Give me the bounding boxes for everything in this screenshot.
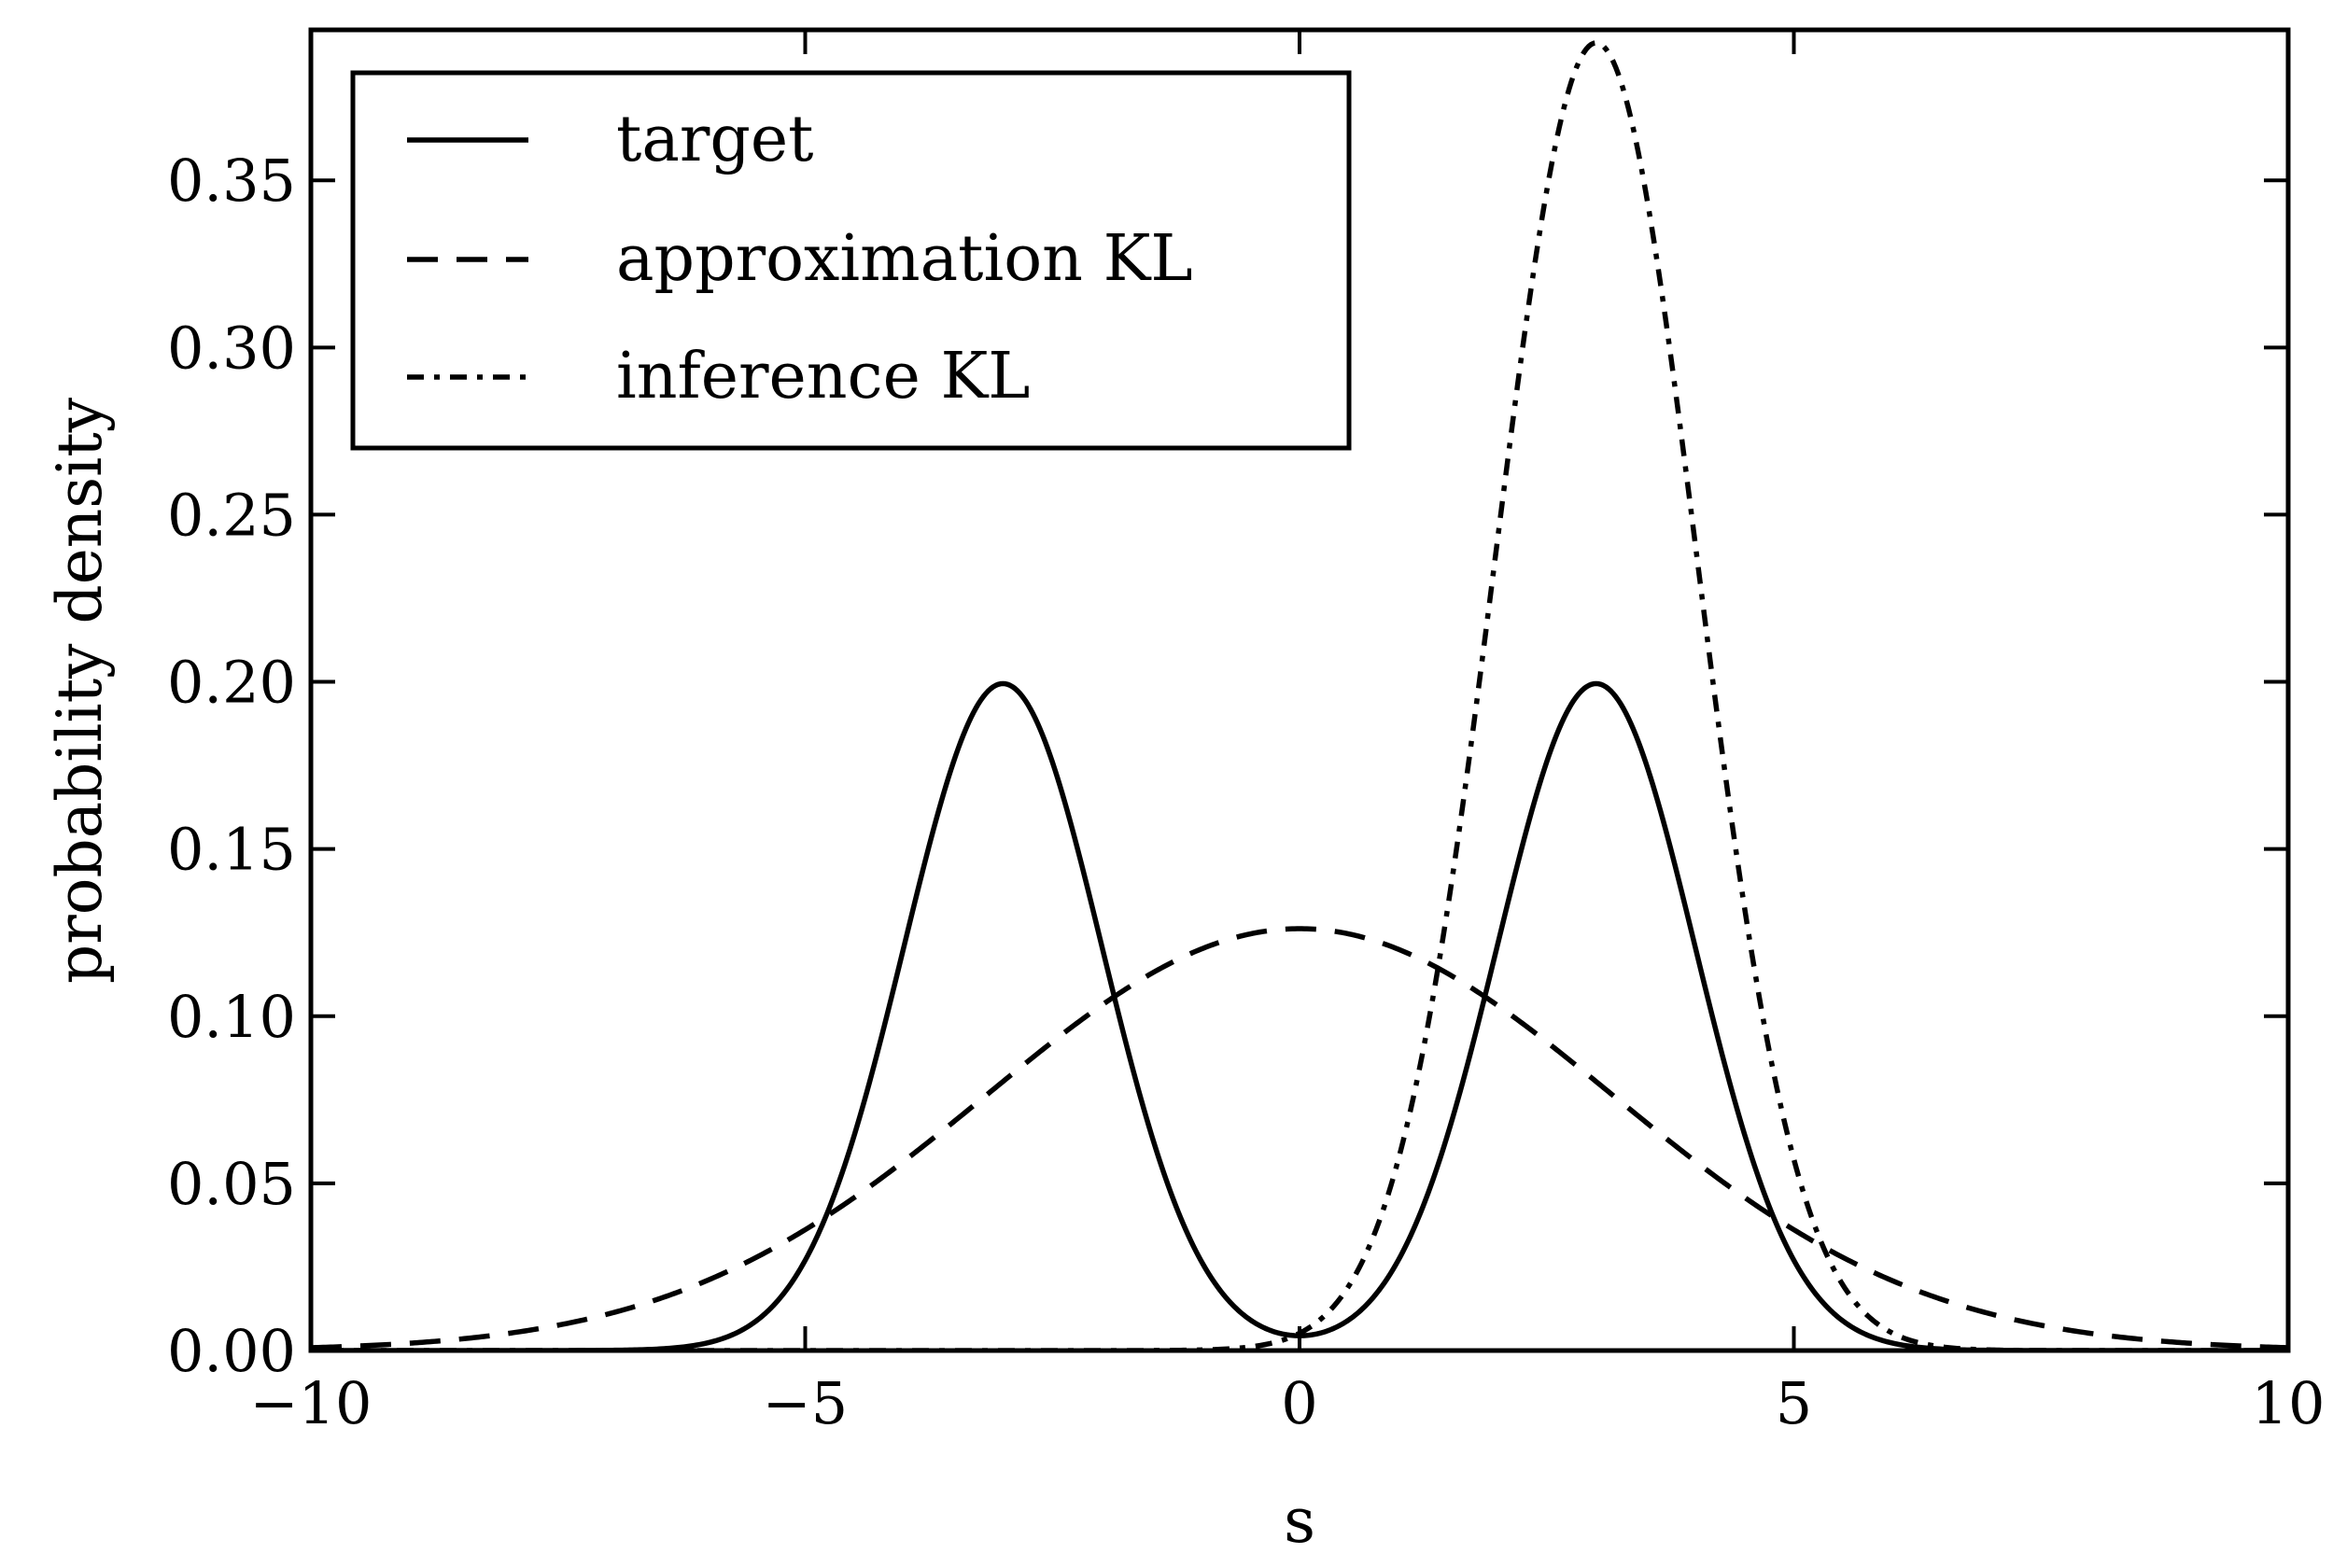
legend-label-approximation-kl: approximation KL <box>616 222 1193 296</box>
tick-group: −10 −5 0 5 10 0.00 0.05 0.10 0.15 0.20 0.25 0.30 0.3… <box>167 30 2326 1437</box>
y-tick-label: 0.25 <box>167 481 296 549</box>
legend: target approximation KL inference KL <box>350 70 1352 451</box>
plot-area-frame <box>308 27 2291 1353</box>
y-tick-label: 0.20 <box>167 649 296 717</box>
y-axis-label: probability density <box>44 397 116 984</box>
y-tick-label: 0.15 <box>167 816 296 884</box>
x-tick-label: 5 <box>1776 1369 1812 1437</box>
legend-label-target: target <box>616 103 813 176</box>
y-tick-label: 0.05 <box>167 1150 296 1218</box>
x-tick-label: −5 <box>763 1369 848 1437</box>
x-tick-label: 10 <box>2252 1369 2326 1437</box>
y-tick-label: 0.35 <box>167 147 296 215</box>
y-tick-label: 0.30 <box>167 314 296 382</box>
x-tick-label: 0 <box>1281 1369 1317 1437</box>
y-tick-label: 0.00 <box>167 1317 296 1385</box>
legend-label-inference-kl: inference KL <box>616 340 1030 413</box>
x-tick-label: −10 <box>250 1369 372 1437</box>
x-axis-label: s <box>1284 1485 1315 1557</box>
series-line-approximation-kl <box>311 926 2288 1351</box>
y-tick-label: 0.10 <box>167 983 296 1051</box>
